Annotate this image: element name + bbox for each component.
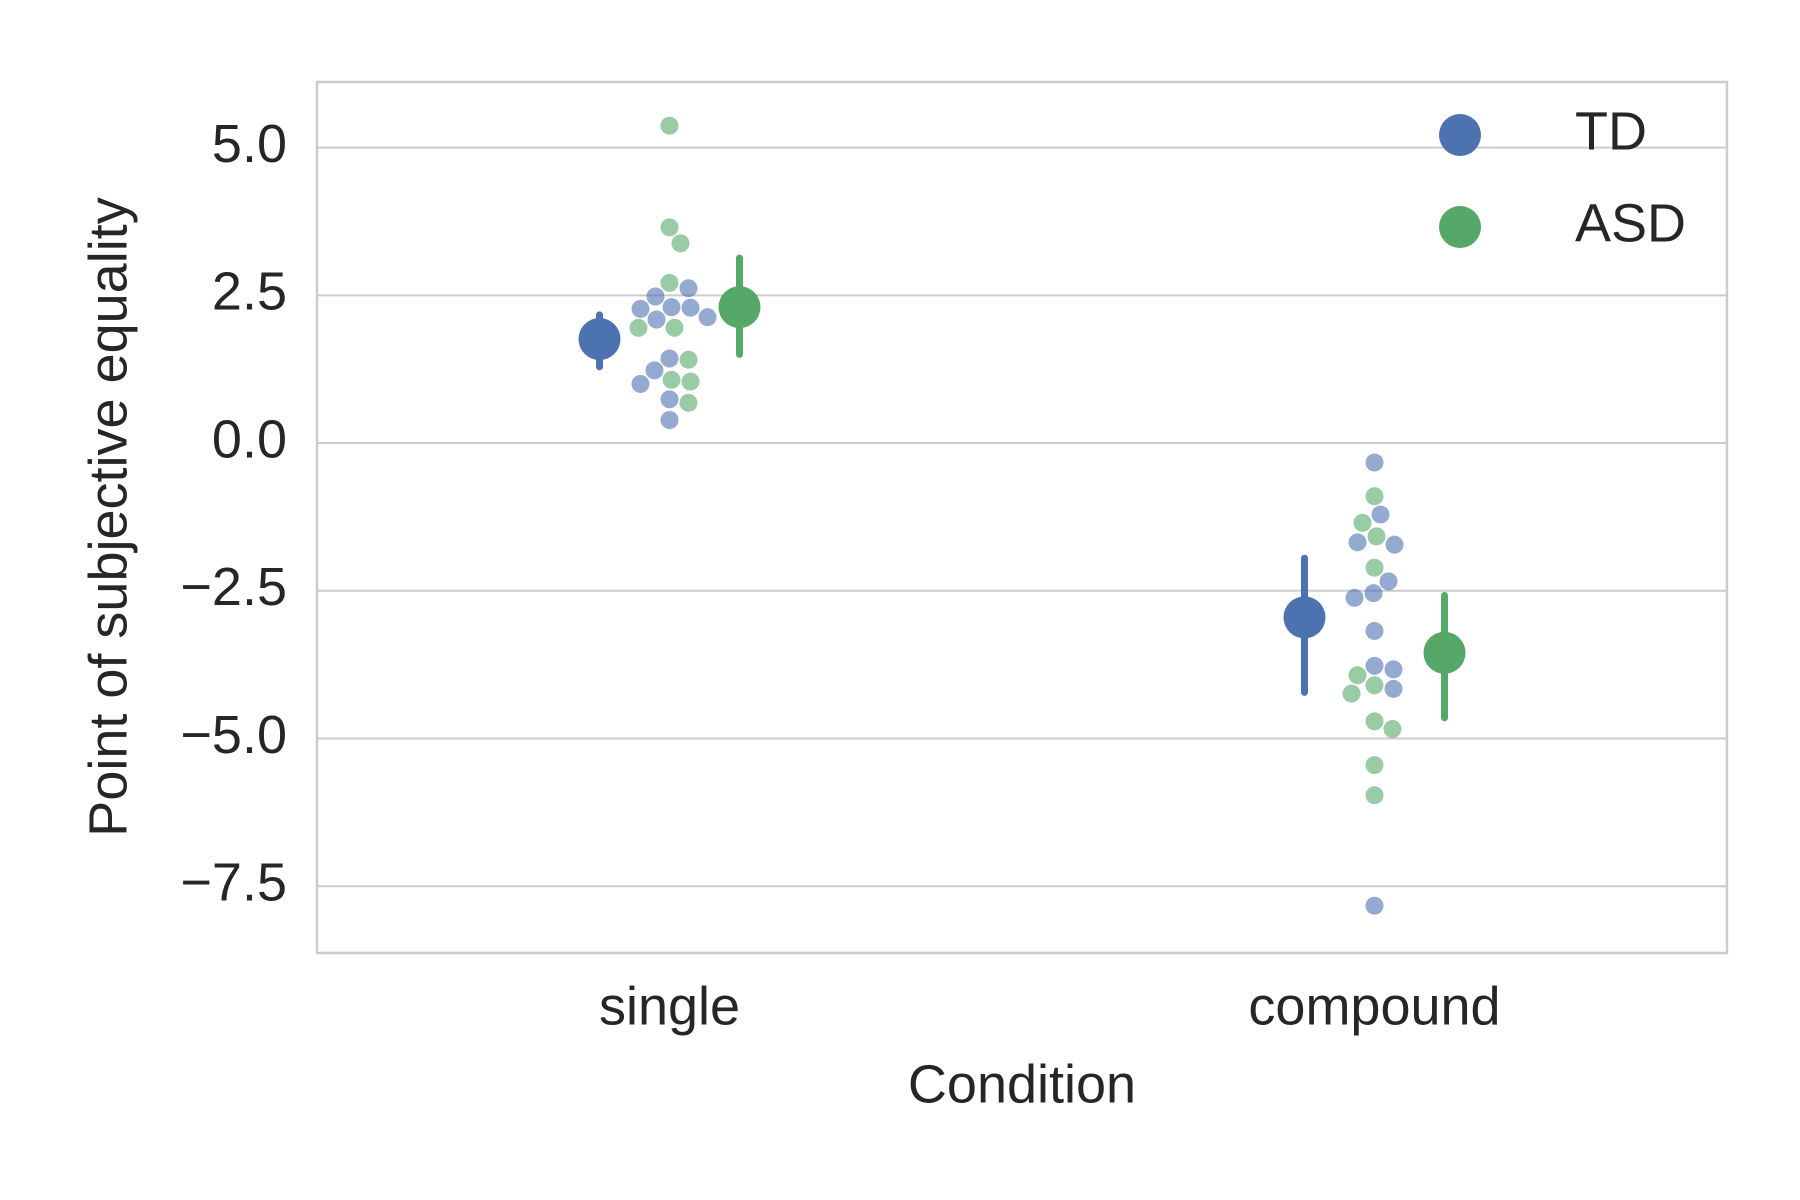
swarm-point	[698, 308, 717, 327]
swarm-point	[1365, 896, 1384, 915]
swarm-point	[631, 299, 650, 318]
swarm-point	[646, 287, 665, 306]
swarm-point	[1365, 558, 1384, 577]
y-axis-label: Point of subjective equality	[78, 197, 138, 836]
swarm-point	[645, 361, 664, 380]
swarm-point	[679, 393, 698, 412]
mean-point	[1423, 631, 1466, 674]
y-tick-label: −5.0	[180, 705, 287, 765]
swarm-point	[662, 370, 681, 389]
swarm-point	[681, 372, 700, 391]
y-tick-label: 2.5	[212, 262, 287, 322]
y-tick-label: −2.5	[180, 557, 287, 617]
swarm-point	[1365, 621, 1384, 640]
plot-frame	[315, 80, 1729, 955]
x-tick-label: compound	[1248, 976, 1500, 1036]
swarm-point	[1384, 660, 1403, 679]
x-axis-label: Condition	[908, 1054, 1136, 1114]
swarm-point	[1353, 513, 1372, 532]
swarm-point	[660, 390, 679, 409]
y-tick-label: −7.5	[180, 852, 287, 912]
swarm-point	[1367, 527, 1386, 546]
mean-point	[718, 286, 761, 329]
mean-point	[578, 318, 621, 361]
swarm-point	[660, 411, 679, 429]
swarm-point	[681, 298, 700, 317]
swarm-point	[1365, 676, 1384, 695]
swarm-point	[1371, 505, 1390, 524]
swarm-point	[660, 273, 679, 292]
swarm-point	[671, 234, 690, 253]
swarm-point	[629, 318, 648, 337]
swarm-point	[679, 350, 698, 369]
swarm-point	[1365, 656, 1384, 675]
legend-marker	[1439, 114, 1481, 156]
legend-marker	[1439, 206, 1481, 248]
swarm-point	[662, 298, 681, 317]
swarm-point	[1365, 453, 1384, 472]
y-tick-label: 0.0	[212, 409, 287, 469]
swarm-point	[1384, 679, 1403, 698]
swarm-point	[647, 310, 666, 329]
legend-label: ASD	[1575, 193, 1686, 253]
x-tick-label: single	[599, 976, 740, 1036]
swarm-point	[660, 218, 679, 237]
swarm-point	[665, 318, 684, 337]
legend-label: TD	[1575, 101, 1647, 161]
swarm-point	[1345, 588, 1364, 607]
swarm-point	[1385, 535, 1404, 554]
swarm-point	[1365, 487, 1384, 506]
swarm-point	[679, 279, 698, 298]
swarm-point	[1342, 684, 1361, 703]
swarm-point	[1348, 666, 1367, 685]
y-tick-label: 5.0	[212, 114, 287, 174]
swarm-point	[1348, 533, 1367, 552]
swarm-point	[1379, 572, 1398, 591]
swarm-point	[660, 349, 679, 368]
swarm-point	[1365, 756, 1384, 775]
swarm-point	[660, 116, 679, 135]
swarm-point	[1365, 712, 1384, 731]
swarm-point	[1364, 584, 1383, 603]
swarm-point	[1365, 786, 1384, 805]
swarm-point	[631, 374, 650, 393]
mean-point	[1283, 596, 1326, 639]
swarm-point	[1383, 720, 1402, 739]
